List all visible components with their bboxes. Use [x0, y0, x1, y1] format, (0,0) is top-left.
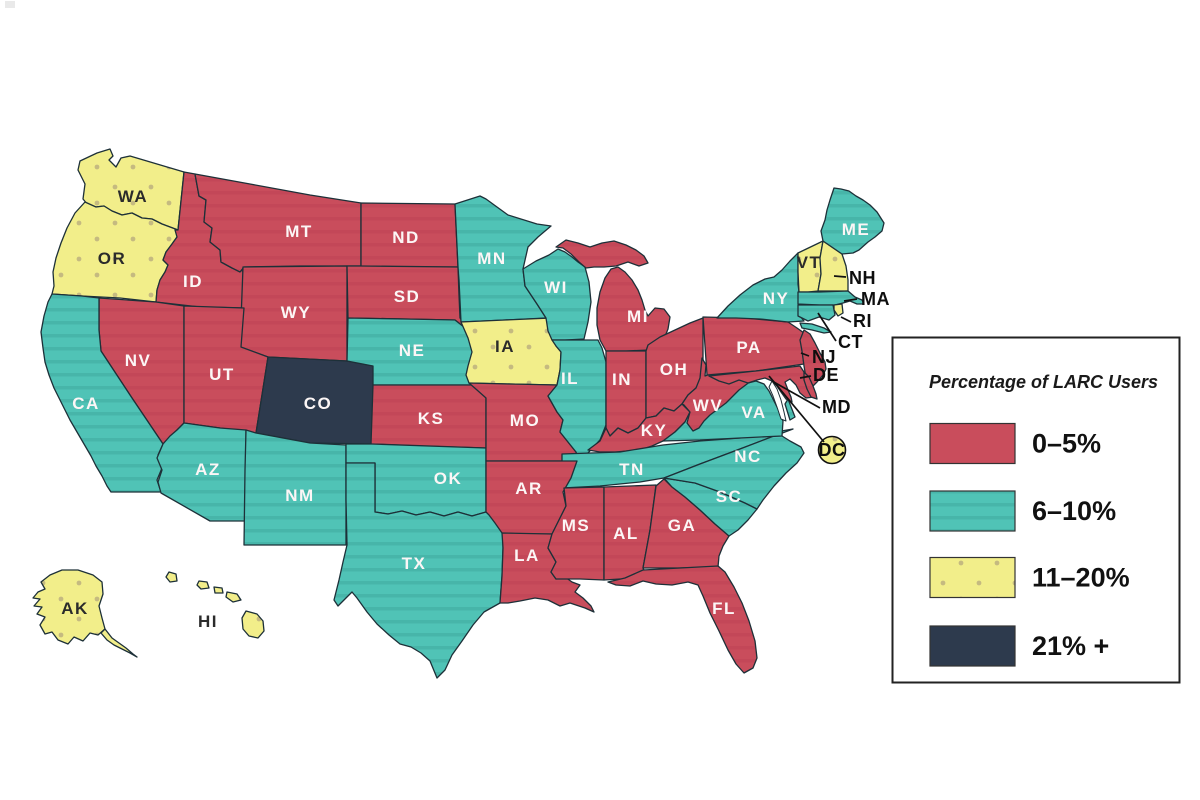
svg-text:OK: OK [434, 469, 463, 488]
svg-text:CT: CT [838, 332, 863, 352]
svg-text:VA: VA [741, 403, 766, 422]
svg-text:MN: MN [477, 249, 506, 268]
svg-text:TN: TN [619, 460, 645, 479]
svg-text:11–20%: 11–20% [1032, 563, 1130, 593]
svg-text:PA: PA [736, 338, 761, 357]
svg-text:DE: DE [813, 365, 839, 385]
svg-text:IN: IN [612, 370, 632, 389]
svg-text:ND: ND [392, 228, 420, 247]
svg-text:NC: NC [734, 447, 762, 466]
svg-text:AR: AR [515, 479, 543, 498]
svg-text:WY: WY [281, 303, 311, 322]
svg-text:6–10%: 6–10% [1032, 496, 1116, 526]
svg-text:WV: WV [693, 396, 723, 415]
svg-text:GA: GA [668, 516, 697, 535]
svg-text:MD: MD [822, 397, 851, 417]
svg-text:AL: AL [613, 524, 639, 543]
svg-text:FL: FL [712, 599, 736, 618]
svg-text:21% +: 21% + [1032, 631, 1109, 661]
svg-text:WA: WA [118, 187, 148, 206]
svg-text:AZ: AZ [195, 460, 221, 479]
svg-text:TX: TX [402, 554, 427, 573]
svg-text:UT: UT [209, 365, 235, 384]
svg-text:IA: IA [495, 337, 515, 356]
svg-text:MO: MO [510, 411, 540, 430]
svg-text:MI: MI [627, 307, 649, 326]
svg-text:CA: CA [72, 394, 100, 413]
svg-text:HI: HI [198, 612, 218, 631]
svg-text:ME: ME [842, 220, 871, 239]
svg-text:NV: NV [125, 351, 152, 370]
svg-text:MT: MT [285, 222, 313, 241]
svg-text:KY: KY [641, 421, 668, 440]
svg-text:NJ: NJ [812, 347, 836, 367]
svg-text:NM: NM [285, 486, 314, 505]
svg-text:SD: SD [394, 287, 421, 306]
svg-text:WI: WI [544, 278, 568, 297]
svg-text:AK: AK [61, 599, 89, 618]
svg-text:VT: VT [797, 253, 822, 272]
svg-text:DC: DC [819, 440, 846, 460]
svg-text:0–5%: 0–5% [1032, 429, 1101, 459]
svg-text:ID: ID [183, 272, 203, 291]
svg-text:IL: IL [561, 369, 579, 388]
svg-text:NH: NH [849, 268, 876, 288]
svg-text:CO: CO [304, 394, 333, 413]
svg-text:SC: SC [716, 487, 743, 506]
svg-text:LA: LA [514, 546, 540, 565]
svg-text:OH: OH [660, 360, 689, 379]
svg-text:Percentage of LARC Users: Percentage of LARC Users [929, 372, 1158, 392]
svg-text:MS: MS [562, 516, 591, 535]
svg-text:NY: NY [763, 289, 790, 308]
svg-text:RI: RI [853, 311, 872, 331]
svg-text:NE: NE [399, 341, 426, 360]
svg-text:KS: KS [418, 409, 445, 428]
svg-text:OR: OR [98, 249, 127, 268]
svg-text:MA: MA [861, 289, 890, 309]
